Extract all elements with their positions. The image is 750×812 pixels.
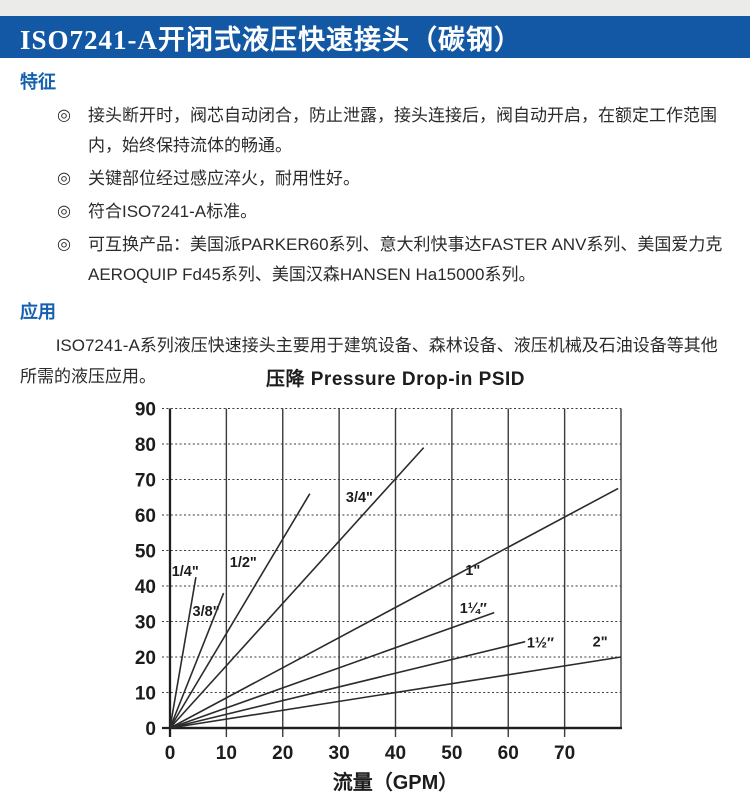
bullet-icon: ◎ xyxy=(57,236,71,253)
feature-text: 可互换产品：美国派PARKER60系列、意大利快事达FASTER ANV系列、美… xyxy=(88,235,723,284)
y-tick-label: 60 xyxy=(135,506,156,527)
feature-item: ◎ 可互换产品：美国派PARKER60系列、意大利快事达FASTER ANV系列、… xyxy=(0,230,750,290)
features-list: ◎ 接头断开时，阀芯自动闭合，防止泄露，接头连接后，阀自动开启，在额定工作范围内，… xyxy=(0,101,750,290)
feature-item: ◎ 关键部位经过感应淬火，耐用性好。 xyxy=(0,164,750,194)
content: 特征 ◎ 接头断开时，阀芯自动闭合，防止泄露，接头连接后，阀自动开启，在额定工作范… xyxy=(0,60,750,392)
feature-item: ◎ 符合ISO7241-A标准。 xyxy=(0,197,750,227)
y-tick-label: 10 xyxy=(135,684,156,705)
feature-item: ◎ 接头断开时，阀芯自动闭合，防止泄露，接头连接后，阀自动开启，在额定工作范围内，… xyxy=(0,101,750,161)
series-label: 1½″ xyxy=(527,635,554,651)
pressure-drop-chart: 压降 Pressure Drop-in PSID 0 10 20 30 40 50 60 70… xyxy=(120,358,660,812)
y-tick-label: 0 xyxy=(145,719,156,740)
x-tick-label: 70 xyxy=(554,743,575,764)
feature-text: 接头断开时，阀芯自动闭合，防止泄露，接头连接后，阀自动开启，在额定工作范围内，始… xyxy=(88,106,717,155)
x-tick-label: 10 xyxy=(216,743,237,764)
series-line xyxy=(169,611,495,729)
bullet-icon: ◎ xyxy=(57,107,71,124)
x-tick-label: 50 xyxy=(441,743,462,764)
y-tick-label: 50 xyxy=(135,542,156,563)
chart-title: 压降 Pressure Drop-in PSID xyxy=(265,369,526,390)
top-strip xyxy=(0,0,750,16)
series-line xyxy=(169,487,619,729)
pressure-chart-svg: 0 10 20 30 40 50 60 70 80 90 0 10 20 30 40 50 60 70 1/4" 3/… xyxy=(135,400,622,764)
x-tick-label: 20 xyxy=(272,743,293,764)
series-line xyxy=(169,576,197,729)
series-label: 1" xyxy=(465,563,480,579)
series-label: 3/8" xyxy=(193,604,220,620)
series-line xyxy=(169,656,622,729)
series-label: 1/4" xyxy=(172,564,199,580)
series-line xyxy=(169,447,425,729)
series-line xyxy=(169,592,225,729)
y-tick-label: 80 xyxy=(135,435,156,456)
chart-x-axis-label: 流量（GPM） xyxy=(332,772,459,794)
application-heading: 应用 xyxy=(20,302,56,322)
x-tick-label: 0 xyxy=(165,743,176,764)
feature-text: 关键部位经过感应淬火，耐用性好。 xyxy=(88,169,360,188)
title-bar: ISO7241-A开闭式液压快速接头（碳钢） xyxy=(0,16,750,58)
features-heading: 特征 xyxy=(20,72,56,92)
series-label: 1¼″ xyxy=(460,601,487,617)
series-label: 2" xyxy=(593,634,608,650)
series-line xyxy=(169,493,311,729)
bullet-icon: ◎ xyxy=(57,203,71,220)
application-paragraph: ISO7241-A系列液压快速接头主要用于建筑设备、森林设备、液压机械及石油设备… xyxy=(20,336,718,386)
x-tick-label: 40 xyxy=(385,743,406,764)
bullet-icon: ◎ xyxy=(57,170,71,187)
y-tick-label: 70 xyxy=(135,471,156,492)
series-line xyxy=(169,640,526,729)
y-tick-label: 90 xyxy=(135,400,156,421)
x-tick-label: 30 xyxy=(329,743,350,764)
series-label: 3/4" xyxy=(346,490,373,506)
y-tick-label: 20 xyxy=(135,648,156,669)
y-tick-label: 30 xyxy=(135,613,156,634)
y-tick-label: 40 xyxy=(135,577,156,598)
x-tick-label: 60 xyxy=(498,743,519,764)
page-title: ISO7241-A开闭式液压快速接头（碳钢） xyxy=(20,24,523,55)
series-label: 1/2" xyxy=(230,555,257,571)
feature-text: 符合ISO7241-A标准。 xyxy=(88,202,258,221)
